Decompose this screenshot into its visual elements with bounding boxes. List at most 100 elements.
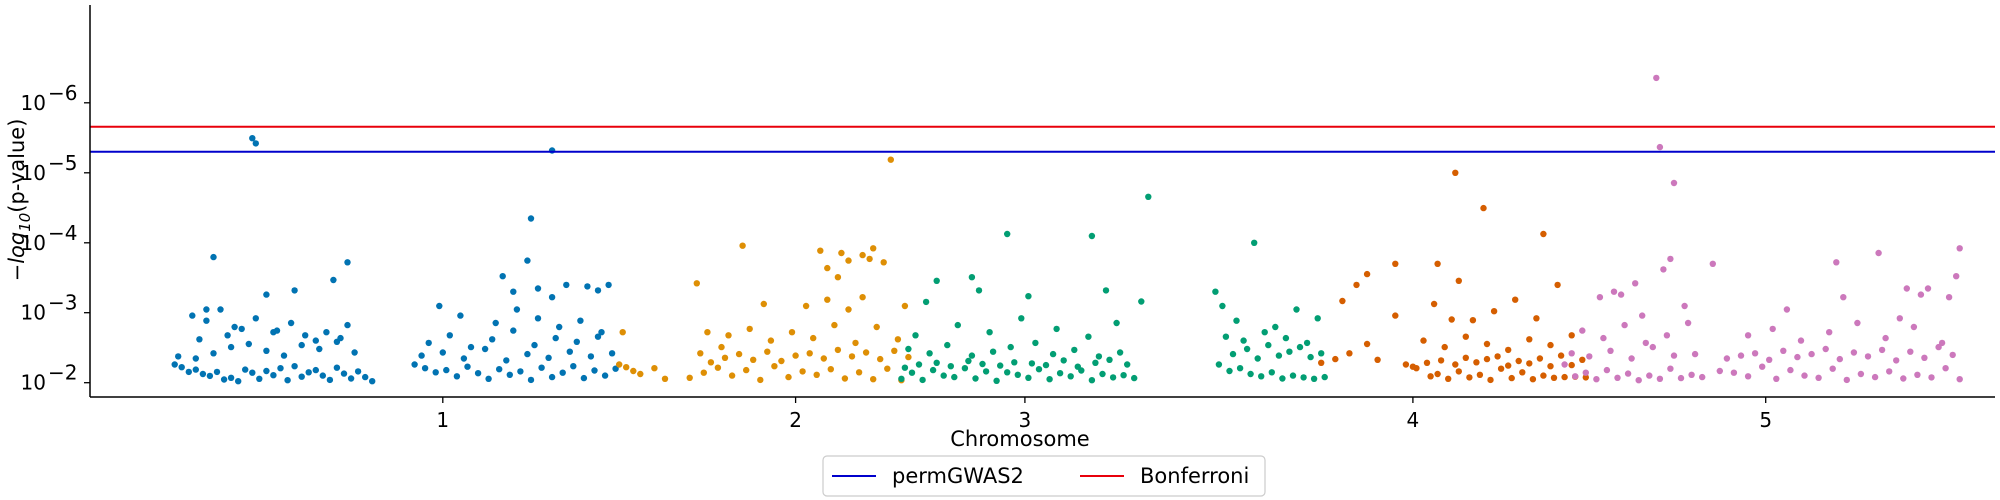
data-point-chr-4 — [1346, 350, 1353, 357]
data-point-chr-2 — [746, 325, 753, 333]
data-point-chr-2 — [845, 306, 852, 313]
data-point-chr-3 — [1071, 346, 1078, 354]
data-point-chr-3 — [982, 368, 990, 375]
data-point-chr-3c — [1233, 317, 1240, 324]
data-point-chr-5 — [1699, 373, 1706, 381]
data-point-chr-2 — [817, 247, 824, 254]
data-point-chr-3c — [1219, 302, 1226, 310]
data-point-chr-3 — [1131, 374, 1138, 382]
data-point-chr-2b — [870, 245, 877, 252]
data-point-chr-4 — [1402, 361, 1410, 368]
data-point-chr-4 — [1515, 357, 1522, 365]
data-point-chr-1 — [217, 306, 224, 313]
y-tick-label-exponent: −6 — [48, 81, 77, 105]
data-point-chr-3c — [1254, 355, 1261, 362]
data-point-chr-1 — [203, 306, 210, 313]
data-point-chr-5 — [1614, 374, 1621, 381]
data-point-chr-5b — [1794, 353, 1801, 361]
data-point-chr-4 — [1462, 354, 1470, 361]
data-point-chr-4 — [1469, 317, 1477, 324]
data-point-chr-1b — [513, 306, 521, 313]
data-point-chr-3 — [933, 359, 940, 366]
data-point-chr-2 — [820, 355, 827, 362]
data-point-chr-1b — [524, 350, 531, 358]
data-point-chr-2 — [750, 356, 757, 363]
data-point-chr-5b — [1900, 375, 1907, 382]
data-point-chr-4 — [1434, 370, 1441, 378]
data-point-chr-3 — [965, 357, 972, 365]
data-point-chr-3 — [1124, 361, 1131, 368]
data-point-chr-1b — [587, 353, 595, 360]
data-point-chr-5b — [1769, 325, 1776, 333]
data-point-chr-3c — [1279, 375, 1286, 382]
data-point-chr-4 — [1455, 368, 1463, 375]
data-point-chr-4b — [1434, 260, 1441, 267]
data-point-chr-5b — [1836, 355, 1844, 363]
y-tick-label-exponent: −2 — [48, 361, 77, 385]
data-point-chr-1b — [432, 369, 439, 376]
data-point-chr-5b — [1921, 354, 1928, 361]
data-point-chr-1 — [305, 369, 312, 376]
data-point-chr-2 — [838, 249, 845, 257]
data-point-chr-3 — [929, 366, 937, 374]
data-point-chr-2 — [792, 352, 799, 359]
data-point-chr-4 — [1452, 169, 1459, 176]
data-point-chr-3 — [1056, 370, 1064, 377]
data-point-chr-1b — [527, 215, 535, 222]
y-axis-title: −log10(p-value) — [5, 119, 34, 282]
data-point-chr-3 — [968, 274, 976, 281]
data-point-chr-1 — [227, 343, 235, 351]
data-point-chr-3 — [1095, 353, 1103, 360]
data-point-chr-1b — [446, 332, 453, 339]
data-point-chr-5 — [1709, 260, 1717, 267]
data-point-chr-1 — [287, 319, 295, 327]
data-point-chr-1 — [231, 323, 238, 331]
data-point-chr-2 — [905, 353, 912, 361]
data-point-chr-1 — [337, 334, 344, 342]
data-point-chr-3 — [915, 361, 923, 368]
data-point-chr-1 — [344, 259, 351, 266]
data-point-chr-5b — [1783, 306, 1791, 313]
data-point-chr-5b — [1826, 329, 1833, 336]
data-point-chr-1b — [559, 369, 566, 376]
data-point-chr-1b — [485, 375, 492, 382]
data-point-chr-5b — [1822, 345, 1829, 353]
data-point-chr-5 — [1635, 377, 1642, 384]
data-point-chr-2 — [718, 343, 725, 351]
data-point-chr-2 — [813, 371, 820, 378]
data-point-chr-1 — [277, 365, 284, 372]
data-point-chr-1 — [333, 364, 341, 371]
data-point-chr-2 — [735, 350, 743, 358]
data-point-chr-4 — [1466, 374, 1473, 381]
data-point-chr-3c — [1268, 369, 1276, 376]
data-point-chr-4 — [1554, 281, 1561, 289]
data-point-chr-1 — [224, 332, 231, 339]
data-point-chr-1 — [220, 376, 228, 383]
data-point-chr-1 — [175, 353, 182, 360]
data-point-chr-2 — [855, 369, 863, 376]
data-point-chr-1 — [252, 140, 259, 147]
data-point-chr-5 — [1691, 350, 1699, 358]
data-point-chr-3c — [1300, 374, 1307, 381]
data-point-chr-4 — [1427, 373, 1434, 380]
data-point-chr-3 — [926, 350, 933, 357]
data-point-chr-2 — [767, 337, 775, 344]
data-point-chr-5 — [1624, 370, 1632, 377]
y-tick-label: 10 — [21, 231, 46, 255]
data-point-chr-1 — [178, 364, 185, 371]
data-point-chr-1b — [496, 366, 503, 373]
data-point-chr-5b — [1737, 352, 1745, 359]
data-point-chr-5b — [1808, 350, 1815, 358]
data-point-chr-3 — [940, 372, 947, 379]
data-point-chr-5 — [1568, 350, 1575, 357]
data-point-chr-4 — [1494, 353, 1501, 360]
data-point-chr-1 — [213, 368, 221, 376]
x-tick-label: 5 — [1759, 408, 1772, 432]
data-point-chr-4 — [1557, 352, 1565, 359]
data-point-chr-2 — [630, 367, 637, 375]
data-point-chr-5b — [1871, 373, 1879, 381]
x-axis-ticks: 1 2 3 4 5 — [436, 397, 1772, 432]
data-point-chr-1b — [510, 327, 517, 334]
y-tick-label: 10 — [21, 91, 46, 115]
